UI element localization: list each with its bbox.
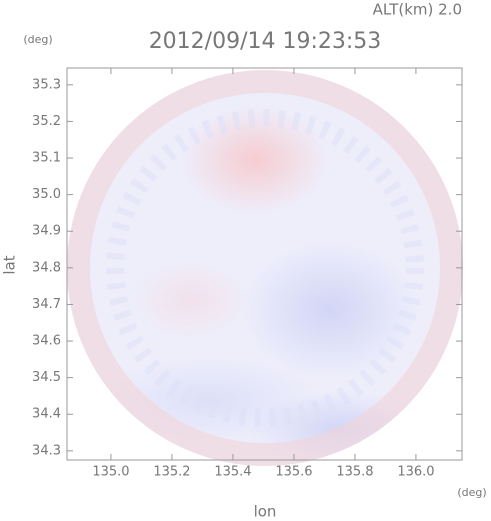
plot-frame — [66, 67, 463, 461]
x-axis-label: lon — [254, 503, 277, 521]
x-tick-label: 136.0 — [397, 465, 434, 480]
y-tick-label: 34.8 — [32, 260, 61, 275]
y-unit: (deg) — [23, 33, 52, 46]
x-tick-label: 135.8 — [336, 465, 373, 480]
y-tick-label: 34.7 — [32, 297, 61, 312]
x-unit: (deg) — [457, 486, 486, 499]
radar-disk — [67, 70, 463, 466]
x-tick-label: 135.6 — [275, 465, 312, 480]
y-tick-label: 34.5 — [32, 370, 61, 385]
chart-title: 2012/09/14 19:23:53 — [149, 29, 382, 54]
x-tick-label: 135.4 — [214, 465, 251, 480]
y-tick-label: 35.1 — [32, 151, 61, 166]
x-tick-label: 135.2 — [153, 465, 190, 480]
y-tick-label: 35.3 — [32, 77, 61, 92]
altitude-label: ALT(km) 2.0 — [373, 1, 462, 19]
y-tick-label: 34.3 — [32, 443, 61, 458]
y-tick-label: 34.9 — [32, 224, 61, 239]
y-tick-label: 34.6 — [32, 334, 61, 349]
y-tick-label: 34.4 — [32, 407, 61, 422]
y-axis-label: lat — [1, 255, 19, 274]
x-tick-label: 135.0 — [92, 465, 129, 480]
y-tick-label: 35.0 — [32, 187, 61, 202]
y-tick-label: 35.2 — [32, 114, 61, 129]
